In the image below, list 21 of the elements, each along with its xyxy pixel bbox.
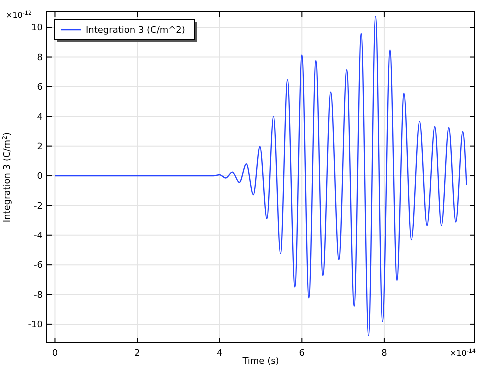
y-tick-label: 4 bbox=[37, 112, 44, 123]
x-tick-label: 6 bbox=[299, 349, 306, 359]
text: ×10$^{-14}$ bbox=[450, 348, 476, 358]
y-tick-label: 8 bbox=[37, 53, 44, 64]
x-tick-label: 0 bbox=[52, 349, 58, 359]
x-tick-label: 8 bbox=[382, 349, 388, 359]
y-tick-label: -2 bbox=[34, 202, 43, 212]
x-tick-label: 4 bbox=[216, 349, 223, 359]
y-tick-label: 0 bbox=[37, 172, 44, 182]
y-tick-label: -4 bbox=[34, 232, 44, 242]
y-tick-label: 2 bbox=[37, 142, 43, 152]
x-axis-title: Time (s) bbox=[242, 357, 280, 366]
line-series bbox=[54, 16, 468, 336]
y-tick-label: -8 bbox=[34, 290, 44, 301]
x-tick-label: 2 bbox=[134, 349, 140, 359]
text: ×10$^{-12}$ bbox=[6, 10, 32, 20]
y-tick-label: 10 bbox=[32, 24, 44, 34]
legend-label: Integration 3 (C/m^2) bbox=[86, 26, 186, 36]
y-tick-label: 6 bbox=[37, 83, 44, 94]
y-tick-label: -6 bbox=[34, 261, 44, 272]
y-tick-label: -10 bbox=[28, 320, 44, 331]
